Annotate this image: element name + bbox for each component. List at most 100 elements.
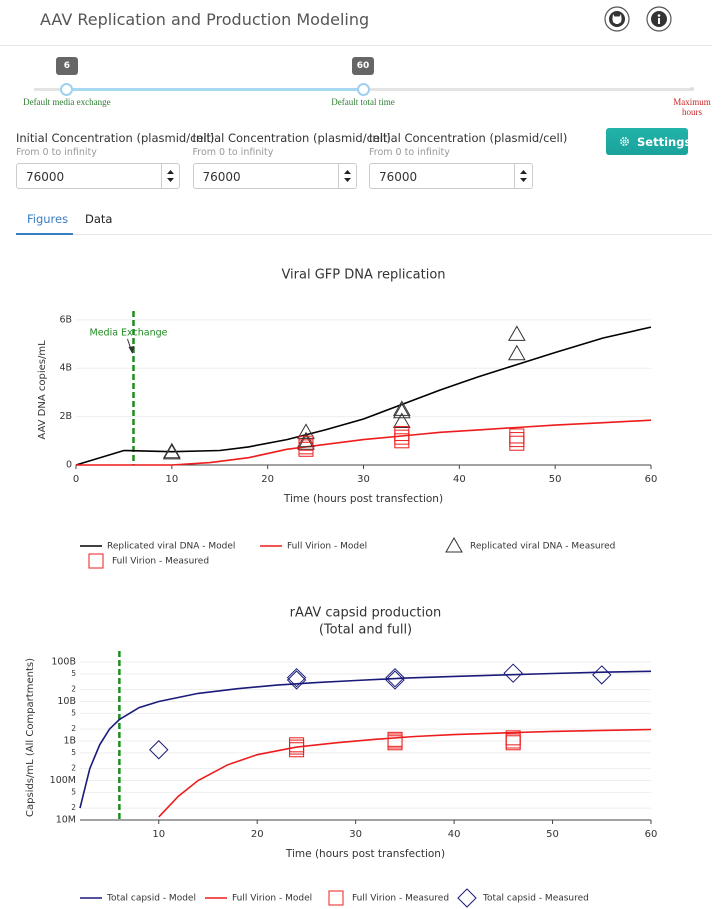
annotation-arrow	[127, 338, 132, 352]
input-hint: From 0 to infinity	[192, 147, 274, 158]
spinner[interactable]	[161, 164, 179, 188]
data-point	[505, 730, 521, 746]
y-tick-label: 2	[71, 724, 76, 733]
slider-handle[interactable]	[60, 83, 74, 96]
legend-label: Total capsid - Model	[106, 894, 196, 904]
slider-mark-label: Maximum hours	[673, 97, 711, 117]
tab-divider	[16, 234, 712, 235]
x-tick-label: 60	[645, 474, 658, 485]
data-point	[297, 434, 315, 450]
x-tick-label: 50	[546, 829, 559, 840]
input-value: 76000	[26, 170, 65, 184]
github-icon[interactable]	[604, 6, 630, 32]
input-label: Initial Concentration (plasmid/cell)	[16, 131, 215, 145]
y-tick-label: 4B	[59, 363, 72, 374]
legend-label: Full Virion - Model	[287, 542, 367, 552]
annotation-arrowhead	[128, 346, 135, 354]
series-line	[158, 728, 652, 818]
data-point	[507, 344, 526, 361]
data-point	[507, 325, 526, 341]
x-tick-label: 20	[251, 829, 264, 840]
legend-label: Full Virion - Measured	[112, 557, 209, 567]
y-tick-label: 6B	[59, 314, 72, 325]
data-point	[298, 439, 314, 455]
spin-up	[343, 170, 351, 174]
series-line	[75, 326, 652, 466]
legend-label: Replicated viral DNA - Model	[107, 542, 235, 552]
y-tick-label: 10M	[56, 815, 76, 826]
data-point	[385, 667, 405, 688]
settings-button[interactable]: Settings	[606, 128, 692, 155]
data-point	[509, 432, 525, 448]
slider-handle[interactable]	[356, 83, 370, 96]
input-label: Initial Concentration (plasmid/cell)	[369, 131, 568, 145]
handle-value: 6	[55, 57, 78, 75]
series-line	[76, 419, 652, 466]
x-tick-label: 30	[349, 829, 362, 840]
tab-underline	[16, 233, 73, 235]
spin-down	[343, 178, 351, 182]
data-point	[162, 442, 181, 459]
data-point	[387, 731, 403, 747]
input-label: Initial Concentration (plasmid/cell)	[192, 131, 391, 145]
x-tick-label: 0	[73, 474, 79, 485]
data-point	[394, 433, 410, 449]
settings-label: Settings	[637, 135, 692, 149]
data-point	[509, 435, 525, 451]
annotation: Media Exchange	[90, 328, 168, 339]
data-point	[286, 670, 307, 690]
number-input[interactable]: 76000	[16, 163, 180, 189]
legend-label: Replicated viral DNA - Measured	[470, 542, 615, 552]
spinner[interactable]	[514, 164, 532, 188]
legend-symbol	[445, 536, 463, 553]
tab[interactable]: Figures	[27, 212, 69, 226]
x-axis-title: Time (hours post transfection)	[283, 493, 443, 505]
input-hint: From 0 to infinity	[16, 147, 97, 158]
x-tick-label: 40	[448, 829, 461, 840]
gear-icon	[620, 137, 629, 146]
slider-mark-label: Default total time	[331, 97, 395, 107]
x-tick-label: 30	[357, 474, 370, 485]
spin-down	[167, 178, 174, 182]
spin-down	[520, 178, 527, 182]
slider-mark-label: Default media exchange	[23, 97, 111, 107]
input-value: 76000	[202, 170, 241, 184]
tab[interactable]: Data	[85, 212, 113, 226]
data-point	[289, 742, 305, 758]
legend-symbol	[457, 888, 477, 908]
slider-dot	[690, 87, 694, 91]
spin-up	[167, 170, 174, 174]
y-tick-label: 2B	[59, 411, 72, 422]
number-input[interactable]: 76000	[369, 163, 533, 189]
x-tick-label: 10	[152, 829, 165, 840]
y-tick-label: 5	[71, 708, 76, 717]
number-input[interactable]: 76000	[192, 163, 357, 189]
x-axis-title: Time (hours post transfection)	[285, 848, 445, 860]
data-point	[505, 733, 521, 749]
spin-up	[520, 170, 527, 174]
data-point	[286, 667, 307, 688]
legend-label: Full Virion - Measured	[352, 894, 449, 904]
x-tick-label: 10	[165, 474, 178, 485]
spinner[interactable]	[337, 164, 356, 188]
legend-symbol	[88, 553, 104, 569]
x-tick-label: 40	[453, 474, 466, 485]
y-axis-title: Capsids/mL (All Compartments)	[25, 658, 36, 817]
y-tick-label: 5	[71, 748, 76, 757]
y-tick-label: 10B	[57, 696, 76, 707]
header-title: AAV Replication and Production Modeling	[40, 10, 370, 29]
data-point	[392, 412, 411, 428]
handle-value: 60	[352, 57, 374, 75]
data-point	[392, 400, 411, 416]
chart-title: rAAV capsid production	[290, 606, 442, 621]
x-tick-label: 50	[549, 474, 562, 485]
info-icon[interactable]	[646, 6, 672, 32]
data-point	[385, 670, 405, 690]
y-tick-label: 0	[66, 460, 72, 471]
x-tick-label: 60	[645, 829, 658, 840]
legend-symbol	[328, 890, 344, 906]
data-point	[149, 740, 169, 760]
data-point	[162, 443, 181, 460]
data-point	[392, 402, 411, 419]
